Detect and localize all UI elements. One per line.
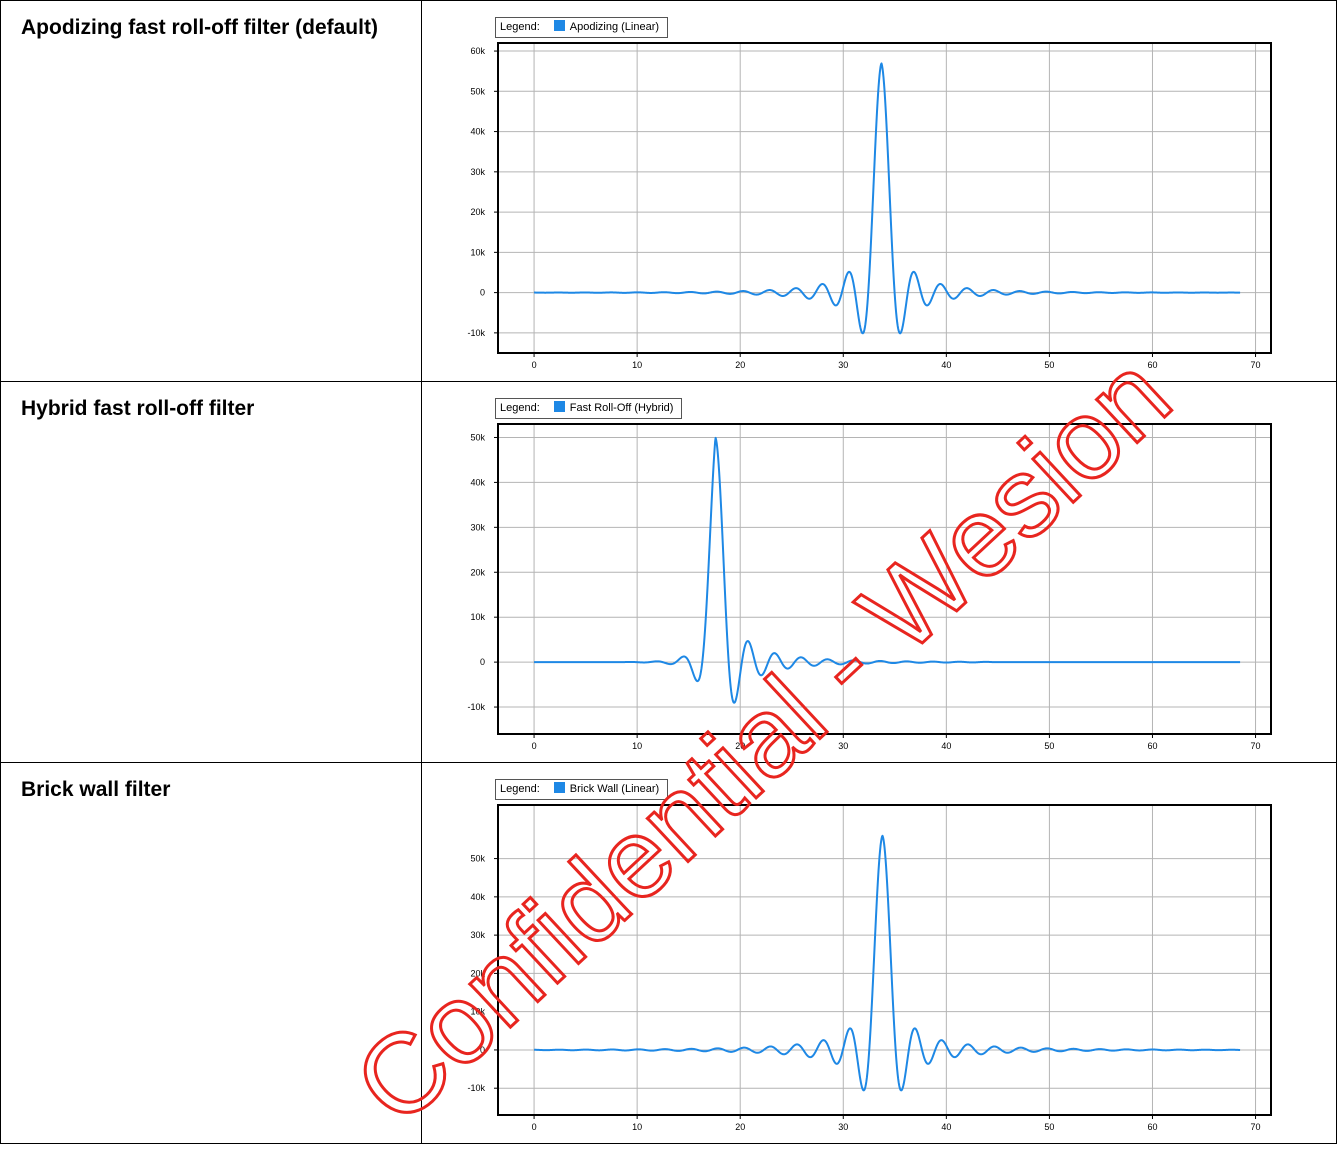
chart-svg: 0 10 20 30 40 50 60 70 60k 50k 40k 30k 20k 10k 0 -10k <box>467 42 1272 370</box>
y-tick-label: 10k <box>470 1007 485 1017</box>
y-tick-label: 40k <box>470 892 485 902</box>
y-tick-label: 0 <box>480 657 485 667</box>
x-tick-label: 0 <box>532 741 537 751</box>
chart-svg: 0 10 20 30 40 50 60 70 50k 40k 30k 20k 10k 0 -10k <box>467 804 1272 1132</box>
x-tick-label: 50 <box>1044 360 1054 370</box>
series-line <box>533 436 1241 704</box>
chart-cell: 0 10 20 30 40 50 60 70 50k 40k 30k 20k 10k 0 -10k Lege… <box>421 762 1337 1144</box>
chart-svg: 0 10 20 30 40 50 60 70 50k 40k 30k 20k 10k 0 -10k <box>467 423 1272 751</box>
label-cell: Apodizing fast roll-off filter (default) <box>0 0 422 382</box>
filter-name: Brick wall filter <box>21 778 171 801</box>
x-tick-label: 40 <box>941 360 951 370</box>
y-tick-label: 10k <box>470 612 485 622</box>
legend-series-name: Apodizing (Linear) <box>569 21 660 33</box>
y-tick-label: 20k <box>470 968 485 978</box>
chart-cell: 0 10 20 30 40 50 60 70 60k 50k 40k 30k 20k 10k 0 -10k L… <box>421 0 1337 382</box>
y-tick-label: 30k <box>470 930 485 940</box>
y-tick-label: 40k <box>470 127 485 137</box>
legend-series-name: Fast Roll-Off (Hybrid) <box>569 402 674 414</box>
x-tick-label: 60 <box>1147 741 1157 751</box>
x-tick-label: 60 <box>1147 360 1157 370</box>
x-tick-label: 70 <box>1251 360 1261 370</box>
x-tick-label: 10 <box>632 1122 642 1132</box>
legend-swatch <box>553 20 565 31</box>
y-tick-label: 20k <box>470 567 485 577</box>
y-tick-label: 40k <box>470 477 485 487</box>
plot-frame <box>497 804 1272 1116</box>
filter-row-brickwall: Brick wall filter 0 10 20 30 40 50 60 70 50k 40k 3… <box>0 762 1337 1144</box>
filter-name: Apodizing fast roll-off filter (default) <box>21 16 378 39</box>
legend-series-name: Brick Wall (Linear) <box>569 783 660 795</box>
y-tick-label: 0 <box>480 1045 485 1055</box>
legend-swatch <box>553 401 565 412</box>
x-tick-label: 0 <box>532 1122 537 1132</box>
y-tick-label: 60k <box>470 46 485 56</box>
chart-legend: Legend: Brick Wall (Linear) <box>495 779 669 800</box>
impulse-chart-apodizing: 0 10 20 30 40 50 60 70 60k 50k 40k 30k 20k 10k 0 -10k L… <box>422 1 1336 381</box>
x-tick-label: 10 <box>632 741 642 751</box>
y-tick-label: 30k <box>470 522 485 532</box>
legend-prefix: Legend: <box>500 783 540 795</box>
legend-prefix: Legend: <box>500 21 540 33</box>
y-tick-label: 0 <box>480 288 485 298</box>
x-tick-label: 50 <box>1044 741 1054 751</box>
chart-cell: 0 10 20 30 40 50 60 70 50k 40k 30k 20k 10k 0 -10k Lege… <box>421 381 1337 763</box>
filter-row-apodizing: Apodizing fast roll-off filter (default)… <box>0 0 1337 382</box>
gridlines <box>494 424 1271 738</box>
filter-table: Apodizing fast roll-off filter (default)… <box>0 0 1337 1144</box>
y-tick-label: 10k <box>470 247 485 257</box>
y-tick-label: -10k <box>467 1083 485 1093</box>
x-tick-label: 0 <box>532 360 537 370</box>
x-tick-label: 40 <box>941 741 951 751</box>
chart-legend: Legend: Fast Roll-Off (Hybrid) <box>495 398 683 419</box>
x-tick-label: 20 <box>735 741 745 751</box>
gridlines <box>494 43 1271 357</box>
y-tick-label: 30k <box>470 167 485 177</box>
label-cell: Hybrid fast roll-off filter <box>0 381 422 763</box>
filter-row-hybrid: Hybrid fast roll-off filter 0 10 20 30 40 50 6… <box>0 381 1337 763</box>
x-tick-label: 10 <box>632 360 642 370</box>
legend-swatch <box>553 782 565 793</box>
y-tick-label: -10k <box>467 328 485 338</box>
x-tick-label: 30 <box>838 741 848 751</box>
gridlines <box>494 805 1271 1119</box>
impulse-chart-brickwall: 0 10 20 30 40 50 60 70 50k 40k 30k 20k 10k 0 -10k Lege… <box>422 763 1336 1143</box>
y-tick-label: 50k <box>470 86 485 96</box>
x-tick-label: 70 <box>1251 1122 1261 1132</box>
label-cell: Brick wall filter <box>0 762 422 1144</box>
x-tick-label: 30 <box>838 360 848 370</box>
series-line <box>533 834 1241 1092</box>
y-tick-label: -10k <box>467 702 485 712</box>
y-tick-label: 50k <box>470 432 485 442</box>
y-tick-label: 20k <box>470 207 485 217</box>
plot-frame <box>497 423 1272 735</box>
x-tick-label: 50 <box>1044 1122 1054 1132</box>
chart-legend: Legend: Apodizing (Linear) <box>495 17 669 38</box>
x-tick-label: 30 <box>838 1122 848 1132</box>
y-tick-label: 50k <box>470 854 485 864</box>
series-line <box>533 62 1241 335</box>
legend-prefix: Legend: <box>500 402 540 414</box>
x-tick-label: 20 <box>735 1122 745 1132</box>
x-tick-label: 70 <box>1251 741 1261 751</box>
x-tick-label: 20 <box>735 360 745 370</box>
x-tick-label: 40 <box>941 1122 951 1132</box>
plot-frame <box>497 42 1272 354</box>
x-tick-label: 60 <box>1147 1122 1157 1132</box>
filter-name: Hybrid fast roll-off filter <box>21 397 255 420</box>
impulse-chart-hybrid: 0 10 20 30 40 50 60 70 50k 40k 30k 20k 10k 0 -10k Lege… <box>422 382 1336 762</box>
